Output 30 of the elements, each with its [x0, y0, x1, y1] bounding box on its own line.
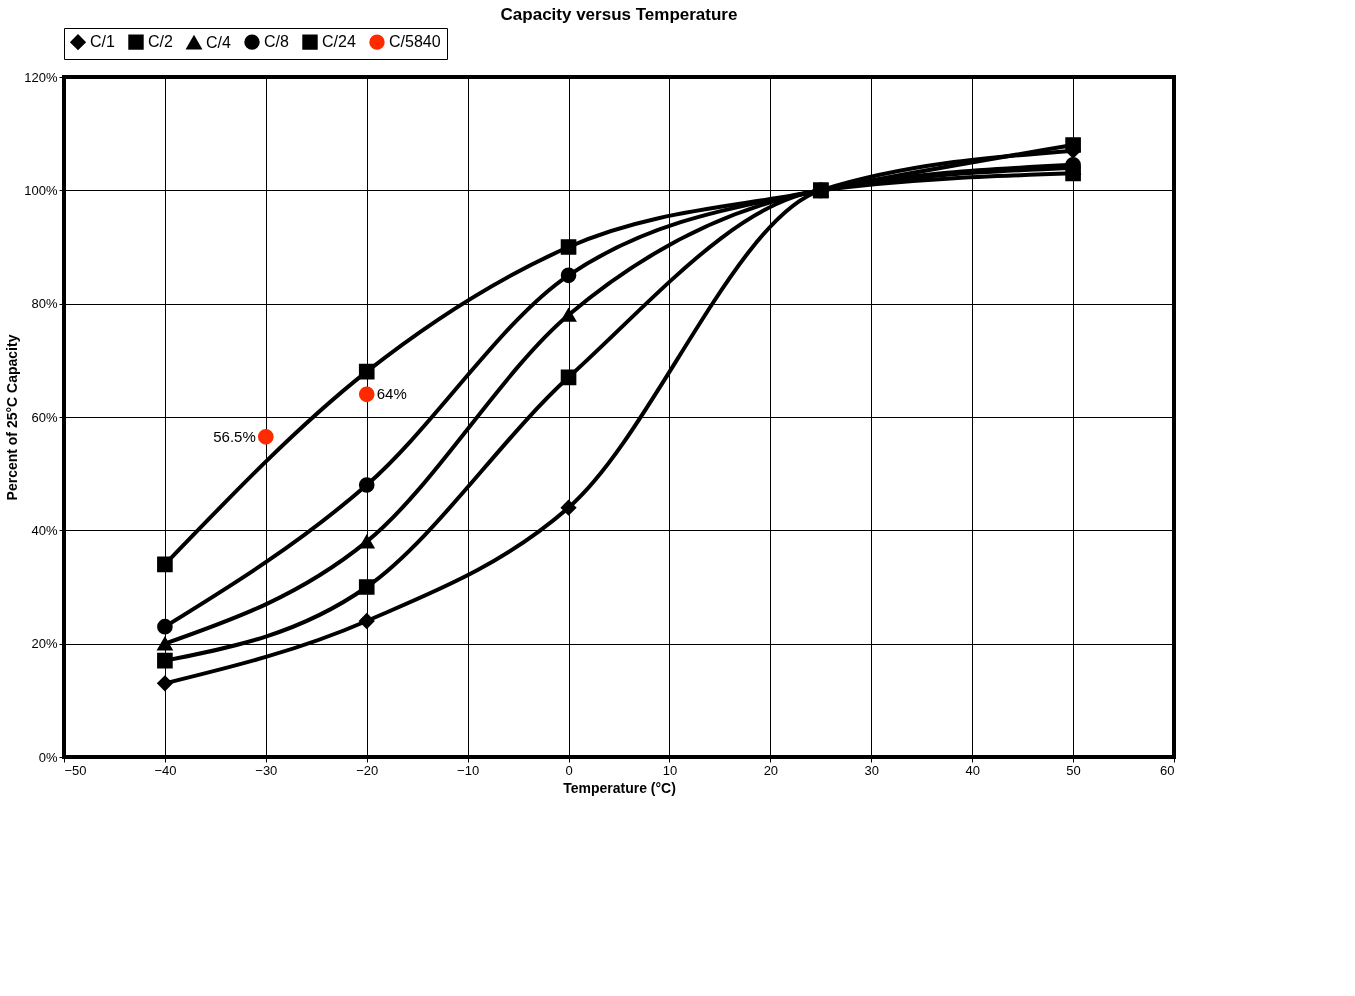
y-tick-label: 0%	[38, 749, 58, 765]
x-tick-label: 50	[1066, 762, 1081, 778]
data-label: 56.5%	[213, 427, 256, 445]
legend-label: C/4	[206, 33, 231, 51]
y-tick-label: 120%	[24, 69, 58, 85]
x-tick-label: −50	[64, 762, 87, 778]
legend-label: C/2	[148, 33, 173, 51]
x-tick-label: 40	[965, 762, 980, 778]
x-tick-label: 20	[763, 762, 779, 778]
y-tick-label: 40%	[31, 522, 58, 538]
y-axis-title: Percent of 25°C Capacity	[4, 334, 21, 501]
chart-title: Capacity versus Temperature	[500, 4, 738, 24]
x-tick-label: 10	[662, 762, 678, 778]
x-tick-label: −10	[457, 762, 480, 778]
x-axis-title: Temperature (°C)	[563, 779, 676, 796]
y-tick-label: 60%	[31, 409, 58, 425]
x-tick-label: 0	[565, 762, 573, 778]
data-label: 64%	[376, 385, 407, 403]
legend-label: C/8	[264, 33, 289, 51]
y-tick-label: 20%	[31, 636, 58, 652]
x-tick-label: 30	[864, 762, 880, 778]
y-tick-label: 80%	[31, 296, 58, 312]
legend-label: C/24	[322, 33, 356, 51]
x-tick-label: −40	[154, 762, 177, 778]
y-tick-label: 100%	[24, 182, 58, 198]
legend-label: C/1	[90, 33, 115, 51]
x-tick-label: −30	[255, 762, 278, 778]
legend-label: C/5840	[389, 33, 441, 51]
x-tick-label: 60	[1160, 762, 1175, 778]
x-tick-label: −20	[356, 762, 379, 778]
